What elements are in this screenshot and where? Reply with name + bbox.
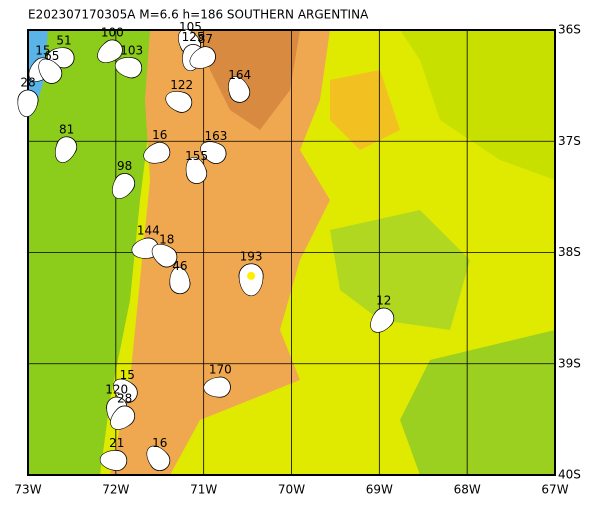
depth-label: 21: [109, 436, 124, 450]
depth-label: 65: [44, 49, 59, 63]
beachball: [146, 445, 171, 472]
x-tick-label: 71W: [190, 483, 217, 497]
beachball: [185, 156, 208, 185]
beachball-dilatation: [54, 136, 77, 163]
beachball: [151, 244, 178, 268]
depth-label: 103: [120, 43, 143, 57]
beachball-dilatation: [99, 450, 127, 471]
y-tick-label: 38S: [558, 245, 581, 259]
beachball-dilatation: [17, 89, 39, 117]
beachball: [143, 141, 171, 164]
x-tick-label: 69W: [366, 483, 393, 497]
beachball: [203, 376, 231, 398]
depth-label: 193: [240, 249, 263, 263]
y-tick-label: 39S: [558, 356, 581, 370]
beachball-dilatation: [143, 142, 170, 164]
beachball: [228, 76, 251, 103]
depth-label: 51: [56, 33, 71, 47]
beachball: [238, 263, 264, 297]
beachball-dilatation: [112, 173, 135, 199]
beachball: [110, 405, 136, 430]
beachball: [200, 141, 227, 164]
beachball: [112, 173, 136, 199]
depth-label: 122: [170, 78, 193, 92]
beachball: [113, 378, 138, 404]
beachball-dilatation: [228, 76, 250, 103]
beachball-dilatation: [97, 39, 123, 63]
beachball: [97, 39, 123, 63]
beachball-center: [247, 271, 256, 280]
beachball-dilatation: [165, 91, 192, 113]
y-tick-label: 36S: [558, 23, 581, 37]
beachball: [131, 237, 159, 259]
depth-label: 125: [182, 30, 205, 44]
y-tick-label: 40S: [558, 468, 581, 482]
beachball: [370, 307, 395, 333]
beachball: [99, 450, 128, 472]
depth-label: 100: [101, 26, 124, 40]
depth-label: 105: [179, 20, 202, 34]
map-title: E202307170305A M=6.6 h=186 SOUTHERN ARGE…: [28, 8, 369, 22]
x-tick-label: 73W: [14, 483, 41, 497]
y-tick-label: 37S: [558, 134, 581, 148]
beachball-dilatation: [38, 58, 62, 84]
beachball-dilatation: [146, 445, 170, 471]
beachball-dilatation: [189, 46, 216, 69]
depth-label: 87: [198, 32, 213, 46]
beachball-dilatation: [203, 376, 231, 398]
x-tick-label: 72W: [102, 483, 129, 497]
beachball: [165, 91, 193, 113]
beachball-dilatation: [185, 156, 207, 184]
depth-label: 170: [209, 363, 232, 377]
depth-label: 15: [35, 43, 50, 57]
beachball: [169, 266, 191, 295]
depth-label: 81: [59, 122, 74, 136]
map-frame: [27, 29, 556, 476]
depth-label: 155: [185, 149, 208, 163]
beachball: [54, 136, 78, 163]
depth-label: 164: [228, 68, 251, 82]
beachball-dilatation: [110, 405, 135, 430]
depth-label: 163: [205, 129, 228, 143]
depth-label: 46: [172, 259, 187, 273]
beachball-dilatation: [200, 141, 227, 164]
beachball-dilatation: [370, 307, 394, 333]
depth-label: 28: [117, 392, 132, 406]
depth-label: 98: [117, 159, 132, 173]
depth-label: 144: [137, 224, 160, 238]
beachball-dilatation: [113, 378, 138, 403]
beachball: [17, 89, 39, 117]
beachball: [189, 46, 216, 69]
x-tick-label: 67W: [541, 483, 568, 497]
depth-label: 120: [105, 383, 128, 397]
x-tick-label: 70W: [278, 483, 305, 497]
depth-label: 18: [159, 232, 174, 246]
depth-label: 16: [152, 128, 167, 142]
x-tick-label: 68W: [454, 483, 481, 497]
beachball-dilatation: [169, 266, 191, 294]
beachball: [114, 57, 143, 79]
beachball: [38, 58, 63, 84]
beachball-dilatation: [114, 57, 142, 79]
depth-label: 15: [120, 368, 135, 382]
depth-label: 28: [20, 76, 35, 90]
depth-label: 12: [376, 294, 391, 308]
depth-label: 16: [152, 436, 167, 450]
beachball-dilatation: [151, 244, 177, 268]
